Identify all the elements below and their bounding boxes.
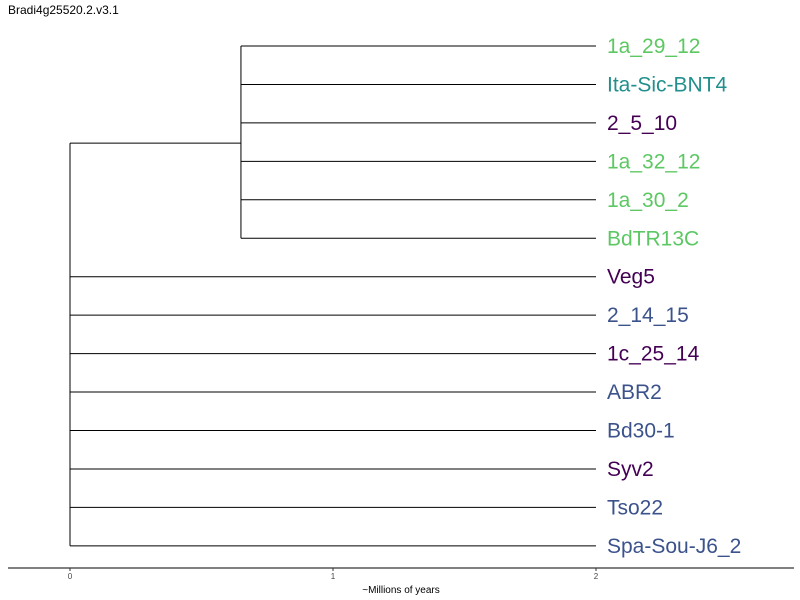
leaf-label: 1c_25_14 [607, 343, 700, 366]
leaf-label: Bd30-1 [607, 420, 675, 443]
leaf-label: Veg5 [607, 266, 655, 289]
leaf-label: Syv2 [607, 458, 654, 481]
leaf-label: 1a_29_12 [607, 35, 700, 58]
leaf-label: 2_14_15 [607, 304, 689, 327]
leaf-label: Spa-Sou-J6_2 [607, 535, 741, 558]
leaf-label: Ita-Sic-BNT4 [607, 73, 728, 96]
x-tick-label: 2 [594, 572, 599, 581]
leaf-label: ABR2 [607, 381, 662, 404]
leaf-label: 1a_30_2 [607, 189, 689, 212]
leaf-label: Tso22 [607, 496, 663, 519]
x-axis-ticks: 0 1 2 [68, 568, 599, 581]
leaf-label: 2_5_10 [607, 112, 677, 135]
leaf-labels: 1a_29_12 Ita-Sic-BNT4 2_5_10 1a_32_12 1a_30_… [607, 35, 741, 558]
plot-title: Bradi4g25520.2.v3.1 [8, 3, 119, 17]
x-tick-label: 0 [68, 572, 73, 581]
leaf-label: 1a_32_12 [607, 150, 700, 173]
leaf-label: BdTR13C [607, 227, 699, 250]
x-axis-label: ~Millions of years [362, 585, 440, 596]
tree-branches [69, 45, 596, 547]
x-tick-label: 1 [331, 572, 336, 581]
